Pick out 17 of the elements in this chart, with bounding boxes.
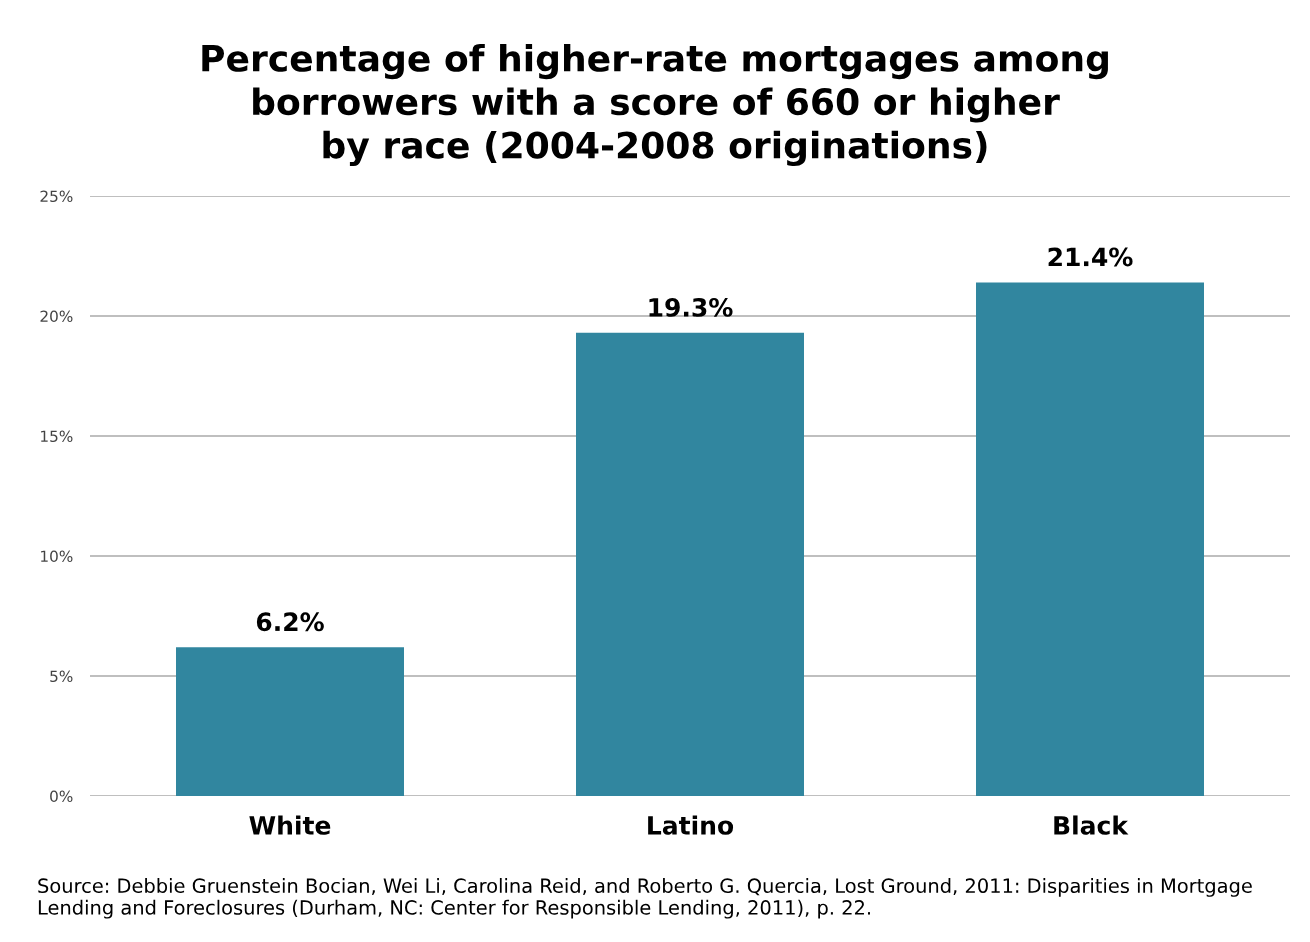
y-tick-label: 25%	[40, 190, 73, 203]
x-tick-label: White	[249, 815, 331, 835]
chart-title: Percentage of higher-rate mortgages among borrowers with a score of 660 or higher by race (2004-2008 originations)	[202, 43, 1108, 167]
bar	[176, 647, 404, 796]
y-tick-label: 15%	[41, 430, 73, 443]
x-tick-label: Black	[1054, 815, 1129, 835]
y-tick-label: 0%	[50, 790, 73, 803]
bar	[576, 332, 804, 796]
data-label: 6.2%	[256, 612, 324, 632]
data-label: 21.4%	[1048, 247, 1133, 267]
y-tick-label: 10%	[41, 550, 73, 563]
y-tick-label: 20%	[40, 310, 73, 323]
x-tick-label: Latino	[648, 815, 734, 835]
data-label: 19.3%	[649, 297, 733, 317]
y-tick-label: 5%	[50, 670, 73, 683]
source-note: Source: Debbie Gruenstein Bocian, Wei Li, Carolina Reid, and Roberto G. Quercia, Lost Ground, 2011: Disparities in Mortgage Lending and Foreclosures (Durham, NC: Center for Responsible Lending, 2011), p. 22.	[38, 878, 1252, 919]
bar	[976, 282, 1204, 796]
